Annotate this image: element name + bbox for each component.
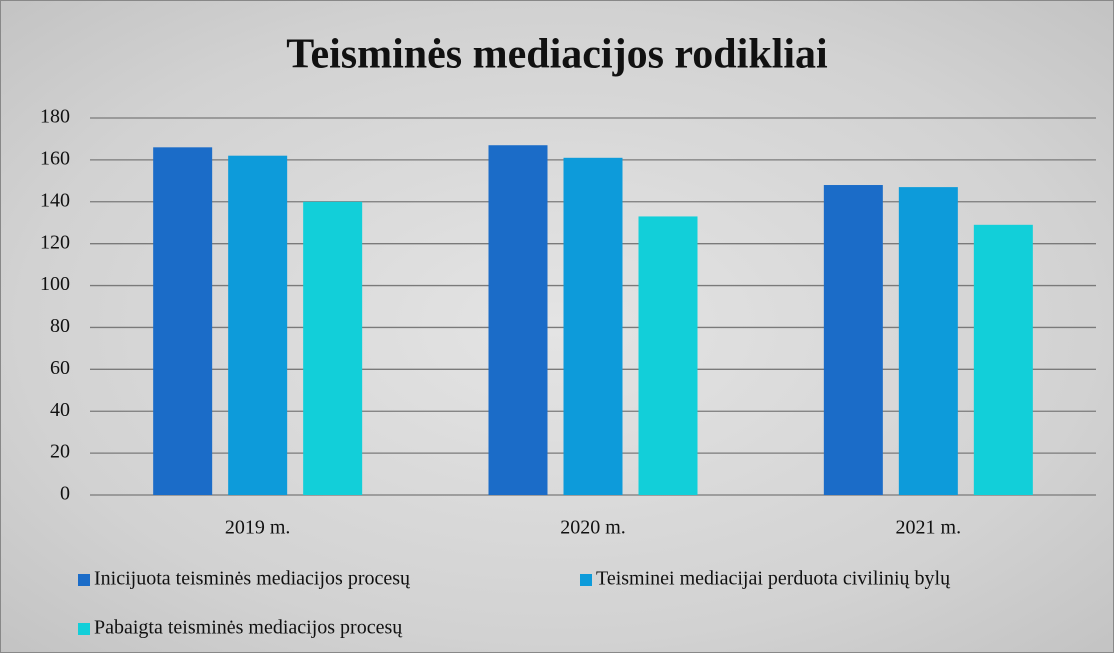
chart: Teisminės mediacijos rodikliai 0 20 40 60 80…	[0, 0, 1114, 653]
y-tick-label: 180	[40, 106, 70, 128]
x-tick-label: 2021 m.	[896, 517, 962, 539]
y-tick-label: 160	[40, 147, 70, 169]
bar	[974, 225, 1033, 495]
bar	[899, 187, 958, 495]
y-tick-label: 0	[60, 483, 70, 505]
chart-title: Teisminės mediacijos rodikliai	[286, 32, 828, 78]
y-tick-label: 20	[50, 441, 70, 463]
legend-label: Teisminei mediacijai perduota civilinių …	[596, 568, 951, 590]
legend-label: Pabaigta teisminės mediacijos procesų	[94, 617, 403, 639]
x-tick-label: 2020 m.	[560, 517, 626, 539]
y-tick-label: 60	[50, 357, 70, 379]
legend-swatch	[78, 623, 90, 635]
legend-swatch	[78, 574, 90, 586]
bar	[489, 145, 548, 495]
y-tick-label: 140	[40, 189, 70, 211]
bar	[639, 216, 698, 495]
bar	[153, 147, 212, 495]
legend-label: Inicijuota teisminės mediacijos procesų	[94, 568, 411, 590]
y-tick-label: 40	[50, 399, 70, 421]
legend-swatch	[580, 574, 592, 586]
x-tick-label: 2019 m.	[225, 517, 291, 539]
y-tick-label: 120	[40, 231, 70, 253]
y-tick-label: 100	[40, 273, 70, 295]
bar	[303, 202, 362, 495]
bar	[564, 158, 623, 495]
bar	[228, 156, 287, 495]
y-tick-label: 80	[50, 315, 70, 337]
bar	[824, 185, 883, 495]
